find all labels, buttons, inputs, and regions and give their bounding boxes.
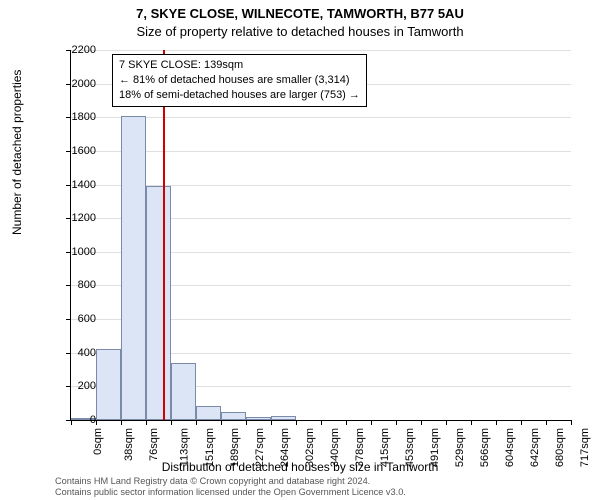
gridline [71,50,571,51]
xtick-mark [271,420,272,425]
xtick-label: 642sqm [529,428,541,467]
xtick-label: 453sqm [404,428,416,467]
xtick-label: 680sqm [554,428,566,467]
ytick-label: 800 [56,279,96,291]
xtick-mark [221,420,222,425]
xtick-label: 113sqm [178,428,190,466]
ytick-label: 400 [56,347,96,359]
bar [271,416,296,420]
bar [221,412,246,420]
bar [121,116,146,420]
xtick-mark [146,420,147,425]
xtick-label: 378sqm [354,428,366,467]
annotation-line1: 7 SKYE CLOSE: 139sqm [119,58,360,73]
annotation-line3: 18% of semi-detached houses are larger (… [119,88,360,103]
title-address: 7, SKYE CLOSE, WILNECOTE, TAMWORTH, B77 … [0,6,600,21]
footer: Contains HM Land Registry data © Crown c… [55,476,406,498]
chart-container: 7, SKYE CLOSE, WILNECOTE, TAMWORTH, B77 … [0,0,600,500]
xtick-label: 0sqm [92,428,104,455]
xtick-mark [171,420,172,425]
xtick-label: 604sqm [504,428,516,467]
bar [146,186,171,420]
xtick-label: 38sqm [123,428,135,461]
xtick-label: 340sqm [329,428,341,467]
annotation-line2: ← 81% of detached houses are smaller (3,… [119,73,360,88]
ytick-label: 1200 [56,212,96,224]
bar [96,349,121,420]
xtick-label: 491sqm [429,428,441,467]
bar [196,406,221,420]
xtick-mark [396,420,397,425]
xtick-mark [346,420,347,425]
xtick-label: 302sqm [304,428,316,467]
xtick-mark [521,420,522,425]
xtick-mark [196,420,197,425]
xtick-mark [296,420,297,425]
xtick-mark [496,420,497,425]
xtick-mark [546,420,547,425]
y-axis-label: Number of detached properties [10,70,24,235]
gridline [71,151,571,152]
xtick-mark [96,420,97,425]
xtick-label: 151sqm [204,428,216,467]
xtick-label: 566sqm [479,428,491,467]
xtick-mark [246,420,247,425]
ytick-label: 200 [56,380,96,392]
ytick-label: 1000 [56,246,96,258]
footer-line2: Contains public sector information licen… [55,487,406,498]
xtick-mark [421,420,422,425]
xtick-label: 76sqm [148,428,160,461]
xtick-label: 529sqm [454,428,466,467]
ytick-label: 0 [56,414,96,426]
xtick-mark [121,420,122,425]
ytick-label: 1400 [56,179,96,191]
xtick-label: 189sqm [229,428,241,467]
xtick-mark [321,420,322,425]
bar [246,417,271,420]
xtick-label: 264sqm [279,428,291,467]
xtick-mark [571,420,572,425]
xtick-label: 415sqm [379,428,391,467]
ytick-label: 2000 [56,78,96,90]
gridline [71,117,571,118]
ytick-label: 600 [56,313,96,325]
bar [171,363,196,420]
xtick-mark [371,420,372,425]
title-subtitle: Size of property relative to detached ho… [0,24,600,39]
annotation-box: 7 SKYE CLOSE: 139sqm ← 81% of detached h… [112,54,367,107]
ytick-label: 1800 [56,111,96,123]
xtick-mark [446,420,447,425]
ytick-label: 1600 [56,145,96,157]
ytick-label: 2200 [56,44,96,56]
xtick-label: 717sqm [579,428,591,467]
footer-line1: Contains HM Land Registry data © Crown c… [55,476,406,487]
xtick-mark [471,420,472,425]
plot-area: 7 SKYE CLOSE: 139sqm ← 81% of detached h… [70,50,570,420]
xtick-label: 227sqm [254,428,266,467]
